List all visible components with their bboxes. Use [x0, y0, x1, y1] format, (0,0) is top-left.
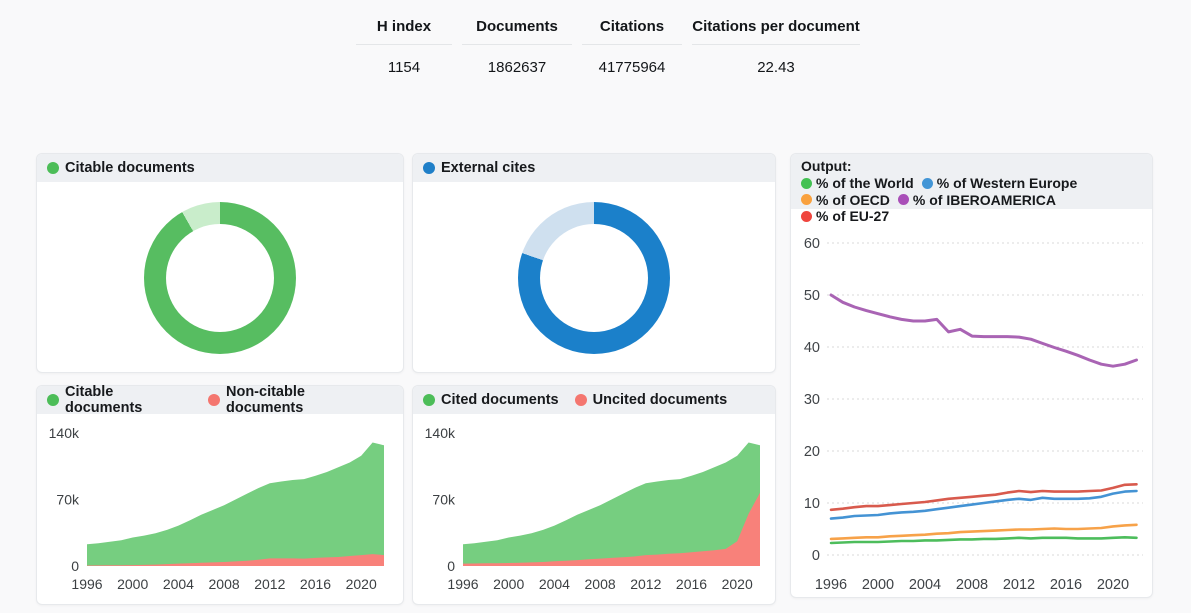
legend-dot-blue-icon	[921, 177, 933, 189]
svg-text:2000: 2000	[493, 576, 524, 592]
output-line-chart[interactable]: 0 10 20 30 40 50 60 1996 2000 2004 2008 2012 2016 202…	[791, 209, 1152, 599]
legend-dot-red-icon	[207, 394, 220, 406]
svg-text:30: 30	[804, 392, 820, 408]
svg-text:0: 0	[71, 558, 79, 574]
legend-label: % of OECD	[816, 191, 890, 208]
svg-text:2000: 2000	[862, 577, 894, 593]
svg-text:0: 0	[812, 548, 820, 564]
svg-text:2008: 2008	[956, 577, 988, 593]
legend-label: % of EU-27	[816, 208, 890, 224]
legend-item-world[interactable]: % of the World	[801, 175, 914, 192]
legend-item-iberoamerica[interactable]: % of IBEROAMERICA	[897, 191, 1057, 209]
svg-text:0: 0	[447, 558, 455, 574]
stat-value-citations: 41775964	[598, 59, 666, 76]
svg-text:2020: 2020	[346, 576, 377, 592]
svg-text:140k: 140k	[49, 425, 80, 441]
stat-value-documents: 1862637	[487, 59, 547, 76]
svg-text:50: 50	[804, 288, 820, 304]
svg-text:2004: 2004	[539, 576, 570, 592]
legend-item-citable-documents[interactable]: Citable documents	[47, 160, 195, 176]
panel-external-cites-header: External cites	[413, 154, 775, 182]
svg-text:2012: 2012	[1003, 577, 1035, 593]
legend-label: % of Western Europe	[936, 175, 1078, 191]
stat-header-citations-per-document: Citations per document	[692, 6, 860, 45]
legend-dot-orange-icon	[801, 194, 812, 206]
panel-citable-documents-header: Citable documents	[37, 154, 403, 182]
svg-text:70k: 70k	[432, 492, 456, 508]
svg-text:20: 20	[804, 444, 820, 460]
legend-item-western-europe[interactable]: % of Western Europe	[921, 175, 1078, 192]
legend-item-eu27[interactable]: % of EU-27	[801, 208, 889, 225]
legend-dot-green-icon	[423, 394, 435, 406]
legend-label: Uncited documents	[592, 392, 728, 408]
legend-item-noncitable-documents[interactable]: Non-citable documents	[207, 384, 383, 416]
panel-output-line-chart: Output: % of the World % of Western Euro…	[790, 153, 1153, 598]
panel-output-header: Output: % of the World % of Western Euro…	[791, 154, 1152, 224]
citable-documents-donut-chart[interactable]	[144, 202, 296, 354]
legend-label: Cited documents	[441, 392, 559, 408]
stat-header-h-index: H index	[356, 6, 452, 45]
legend-label: % of the World	[816, 175, 914, 191]
legend-label: % of IBEROAMERICA	[912, 191, 1057, 208]
svg-text:70k: 70k	[56, 492, 80, 508]
svg-text:40: 40	[804, 340, 820, 356]
panel-citable-documents-donut: Citable documents	[36, 153, 404, 373]
legend-dot-red-icon	[574, 394, 587, 406]
stat-value-citations-per-document: 22.43	[757, 59, 795, 76]
legend-dot-red-icon	[801, 210, 812, 222]
legend-item-external-cites[interactable]: External cites	[423, 160, 535, 176]
cited-uncited-area-chart[interactable]: 140k 70k 0 1996 2000 2004 2008 2012 2016 2020	[413, 414, 775, 606]
svg-text:1996: 1996	[71, 576, 102, 592]
citable-noncitable-area-chart[interactable]: 140k 70k 0 1996 2000 2004 2008 2012 2016 2020	[37, 414, 403, 606]
svg-text:1996: 1996	[815, 577, 847, 593]
legend-item-oecd[interactable]: % of OECD	[801, 192, 890, 209]
svg-text:2020: 2020	[1097, 577, 1129, 593]
output-legend: % of the World % of Western Europe % of …	[801, 175, 1133, 225]
panel-external-cites-donut: External cites	[412, 153, 776, 373]
panel-cited-uncited-header: Cited documents Uncited documents	[413, 386, 775, 414]
legend-dot-green-icon	[801, 177, 812, 189]
stat-header-citations: Citations	[582, 6, 682, 45]
legend-label: Citable documents	[65, 384, 143, 416]
legend-dot-blue-icon	[423, 162, 435, 174]
legend-dot-purple-icon	[897, 194, 909, 206]
svg-text:2020: 2020	[722, 576, 753, 592]
svg-text:2012: 2012	[254, 576, 285, 592]
legend-dot-green-icon	[47, 394, 59, 406]
svg-text:2004: 2004	[909, 577, 941, 593]
svg-text:2016: 2016	[1050, 577, 1082, 593]
svg-text:2008: 2008	[209, 576, 240, 592]
svg-text:60: 60	[804, 236, 820, 252]
external-cites-donut-chart[interactable]	[518, 202, 670, 354]
legend-item-citable-documents[interactable]: Citable documents	[47, 384, 192, 416]
svg-text:1996: 1996	[447, 576, 478, 592]
svg-text:2004: 2004	[163, 576, 194, 592]
external-donut-body	[413, 202, 775, 354]
svg-text:2000: 2000	[117, 576, 148, 592]
stat-header-documents: Documents	[462, 6, 572, 45]
svg-text:2008: 2008	[585, 576, 616, 592]
panel-cited-uncited-area: Cited documents Uncited documents 140k 70…	[412, 385, 776, 605]
output-title: Output:	[801, 158, 852, 174]
panel-citable-noncitable-area: Citable documents Non-citable documents …	[36, 384, 404, 606]
stat-value-h-index: 1154	[387, 59, 421, 76]
summary-stats-table: H index Documents Citations Citations pe…	[356, 6, 860, 76]
svg-text:2012: 2012	[630, 576, 661, 592]
legend-item-uncited-documents[interactable]: Uncited documents	[574, 392, 728, 408]
legend-item-cited-documents[interactable]: Cited documents	[423, 392, 559, 408]
legend-label: Non-citable documents	[225, 384, 305, 416]
svg-text:140k: 140k	[425, 425, 456, 441]
panel-title: External cites	[441, 160, 536, 176]
legend-dot-green-icon	[47, 162, 59, 174]
panel-citable-noncitable-header: Citable documents Non-citable documents	[37, 384, 403, 416]
svg-text:10: 10	[804, 496, 820, 512]
svg-text:2016: 2016	[676, 576, 707, 592]
panel-title: Citable documents	[65, 160, 195, 176]
citable-donut-body	[37, 202, 403, 354]
svg-text:2016: 2016	[300, 576, 331, 592]
